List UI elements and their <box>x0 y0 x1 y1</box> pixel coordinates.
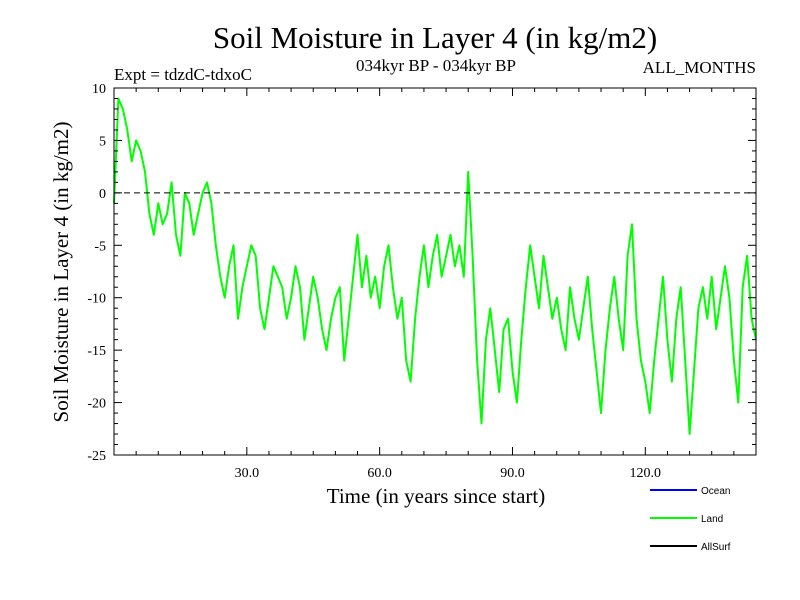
x-axis: 30.0 60.0 90.0 120.0 <box>135 88 735 481</box>
chart-title: Soil Moisture in Layer 4 (in kg/m2) <box>213 20 657 55</box>
y-axis: 10 5 0 -5 -10 -15 -20 -25 <box>87 82 756 464</box>
y-tick-label: -10 <box>87 292 106 307</box>
x-tick-label: 30.0 <box>235 466 260 481</box>
y-tick-label: -5 <box>94 239 106 254</box>
period-label: 034kyr BP - 034kyr BP <box>356 56 516 75</box>
y-tick-label: -20 <box>87 397 106 412</box>
y-tick-label: 5 <box>99 134 106 149</box>
y-axis-label: Soil Moisture in Layer 4 (in kg/m2) <box>49 122 73 423</box>
x-axis-label: Time (in years since start) <box>327 484 546 508</box>
legend-label-ocean: Ocean <box>701 486 730 497</box>
x-tick-label: 90.0 <box>500 466 525 481</box>
x-tick-label: 60.0 <box>367 466 392 481</box>
experiment-label: Expt = tdzdC-tdxoC <box>114 65 252 84</box>
y-tick-label: -15 <box>87 344 106 359</box>
x-tick-label: 120.0 <box>630 466 662 481</box>
legend-label-land: Land <box>701 514 723 525</box>
plot-area <box>113 87 757 456</box>
plot-frame <box>113 87 757 456</box>
y-tick-label: -25 <box>87 449 106 464</box>
y-tick-label: 0 <box>99 187 106 202</box>
series-line-land <box>113 97 757 435</box>
months-label: ALL_MONTHS <box>643 58 756 77</box>
legend: Ocean Land AllSurf <box>650 486 731 553</box>
y-tick-label: 10 <box>92 82 106 97</box>
legend-label-allsurf: AllSurf <box>701 542 731 553</box>
